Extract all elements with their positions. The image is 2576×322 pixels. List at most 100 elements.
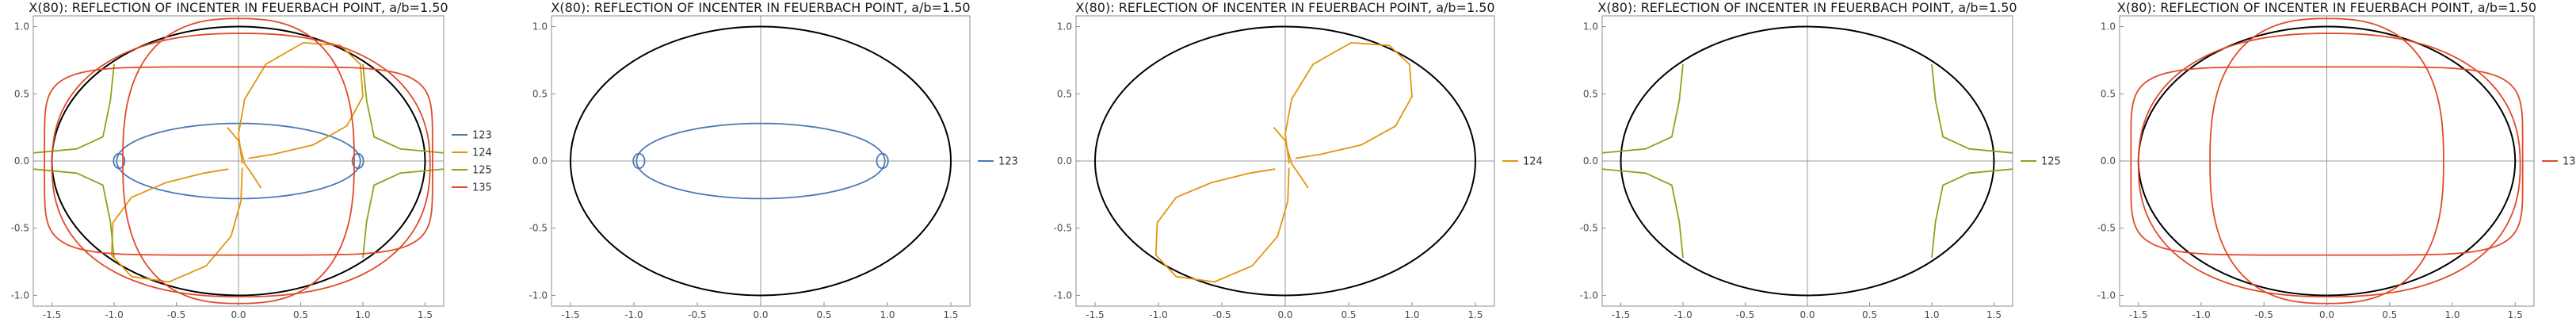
legend-label-123: 123 [998, 156, 1018, 168]
x-tick-label: -1.0 [2192, 309, 2210, 320]
chart-title: X(80): REFLECTION OF INCENTER IN FEUERBA… [2117, 0, 2536, 15]
y-tick-label: -0.5 [2097, 223, 2116, 234]
x-tick-label: -0.5 [167, 309, 185, 320]
y-tick-label: -1.0 [529, 289, 548, 301]
x-tick-label: 1.5 [418, 309, 433, 320]
x-tick-label: -1.5 [43, 309, 61, 320]
plot-area [1602, 25, 2013, 297]
y-tick-label: 1.0 [532, 21, 548, 33]
chart-title: X(80): REFLECTION OF INCENTER IN FEUERBA… [1597, 0, 2017, 15]
x-tick-label: 0.5 [816, 309, 831, 320]
series-135-curve-1 [2130, 66, 2524, 256]
x-tick-label: 1.0 [1924, 309, 1939, 320]
x-tick-label: 1.0 [355, 309, 370, 320]
chart-panel-4: X(80): REFLECTION OF INCENTER IN FEUERBA… [1580, 0, 2061, 320]
series-135-curve-3 [51, 33, 431, 297]
x-tick-label: 0.0 [1799, 309, 1815, 320]
series-123-curve-2 [113, 152, 126, 170]
series-124-curve-3 [111, 167, 243, 283]
series-123-curve-3 [876, 152, 889, 170]
x-tick-label: 0.5 [1341, 309, 1356, 320]
series-135-curve-1 [44, 66, 433, 256]
series-135-curve-3 [2137, 33, 2521, 297]
x-tick-label: 0.5 [2382, 309, 2397, 320]
series-125-curve-2 [1602, 168, 1684, 259]
x-tick-label: 1.5 [2508, 309, 2523, 320]
x-tick-label: -1.0 [1149, 309, 1167, 320]
y-tick-label: 0.5 [14, 88, 29, 99]
x-tick-label: 1.5 [1986, 309, 2002, 320]
series-125-curve-4 [1931, 168, 2013, 259]
x-tick-label: -1.5 [2129, 309, 2147, 320]
legend-label-123: 123 [472, 130, 492, 142]
x-tick-label: 1.0 [2444, 309, 2460, 320]
series-123-curve-1 [635, 122, 886, 200]
y-tick-label: -1.0 [1580, 289, 1598, 301]
y-tick-label: -0.5 [11, 223, 29, 234]
x-tick-label: 0.5 [1862, 309, 1877, 320]
chart-panel-2: X(80): REFLECTION OF INCENTER IN FEUERBA… [529, 0, 1018, 320]
x-tick-label: 0.0 [1277, 309, 1292, 320]
y-tick-label: -1.0 [2097, 289, 2116, 301]
plot-area [570, 25, 952, 297]
series-123-curve-2 [632, 152, 646, 170]
y-tick-label: 0.0 [1057, 155, 1072, 167]
y-tick-label: -1.0 [1054, 289, 1072, 301]
reference-ellipse [1620, 25, 1995, 297]
y-tick-label: 0.0 [532, 155, 548, 167]
series-135-curve-2 [122, 17, 355, 305]
series-125-curve-1 [33, 63, 115, 154]
series-125-curve-3 [362, 63, 444, 154]
x-tick-label: -0.5 [688, 309, 706, 320]
series-124-curve-1 [227, 127, 262, 189]
y-tick-label: 1.0 [2101, 21, 2116, 33]
y-tick-label: 0.5 [1583, 88, 1598, 99]
chart-title: X(80): REFLECTION OF INCENTER IN FEUERBA… [1075, 0, 1494, 15]
x-tick-label: -1.0 [624, 309, 643, 320]
y-tick-label: 0.5 [1057, 88, 1072, 99]
x-tick-label: 1.5 [943, 309, 958, 320]
reference-ellipse [570, 25, 952, 297]
chart-title: X(80): REFLECTION OF INCENTER IN FEUERBA… [551, 0, 970, 15]
series-125-curve-1 [1602, 63, 1684, 154]
plot-area [1094, 25, 1476, 297]
series-124-curve-1 [1273, 127, 1309, 189]
series-124-curve-3 [1154, 167, 1290, 283]
plot-area [33, 17, 444, 305]
y-tick-label: -0.5 [1054, 223, 1072, 234]
y-tick-label: -1.0 [11, 289, 29, 301]
series-125-curve-2 [33, 168, 115, 259]
x-tick-label: -0.5 [2255, 309, 2273, 320]
y-tick-label: 0.0 [1583, 155, 1598, 167]
x-tick-label: -0.5 [1212, 309, 1231, 320]
chart-panel-1: X(80): REFLECTION OF INCENTER IN FEUERBA… [11, 0, 492, 320]
reference-ellipse [1094, 25, 1476, 297]
x-tick-label: 0.0 [753, 309, 768, 320]
series-135-curve-2 [2209, 17, 2444, 305]
legend-label-135: 135 [2563, 156, 2576, 168]
y-tick-label: -0.5 [529, 223, 548, 234]
legend-label-135: 135 [472, 182, 492, 194]
y-tick-label: 1.0 [1583, 21, 1598, 33]
x-tick-label: -0.5 [1736, 309, 1754, 320]
y-tick-label: -0.5 [1580, 223, 1598, 234]
y-tick-label: 0.5 [532, 88, 548, 99]
x-tick-label: -1.5 [561, 309, 579, 320]
legend-label-125: 125 [472, 165, 492, 177]
x-tick-label: 1.0 [880, 309, 895, 320]
series-124-curve-2 [238, 42, 364, 164]
x-tick-label: 0.0 [2319, 309, 2334, 320]
x-tick-label: -1.0 [1673, 309, 1692, 320]
y-tick-label: 0.0 [14, 155, 29, 167]
y-tick-label: 0.0 [2101, 155, 2116, 167]
x-tick-label: 1.0 [1404, 309, 1419, 320]
plot-area [2130, 17, 2524, 305]
series-125-curve-4 [362, 168, 444, 259]
legend-label-125: 125 [2041, 156, 2061, 168]
chart-panel-3: X(80): REFLECTION OF INCENTER IN FEUERBA… [1054, 0, 1543, 320]
series-125-curve-3 [1931, 63, 2013, 154]
x-tick-label: 0.0 [231, 309, 246, 320]
x-tick-label: -1.5 [1086, 309, 1104, 320]
x-tick-label: -1.5 [1612, 309, 1630, 320]
